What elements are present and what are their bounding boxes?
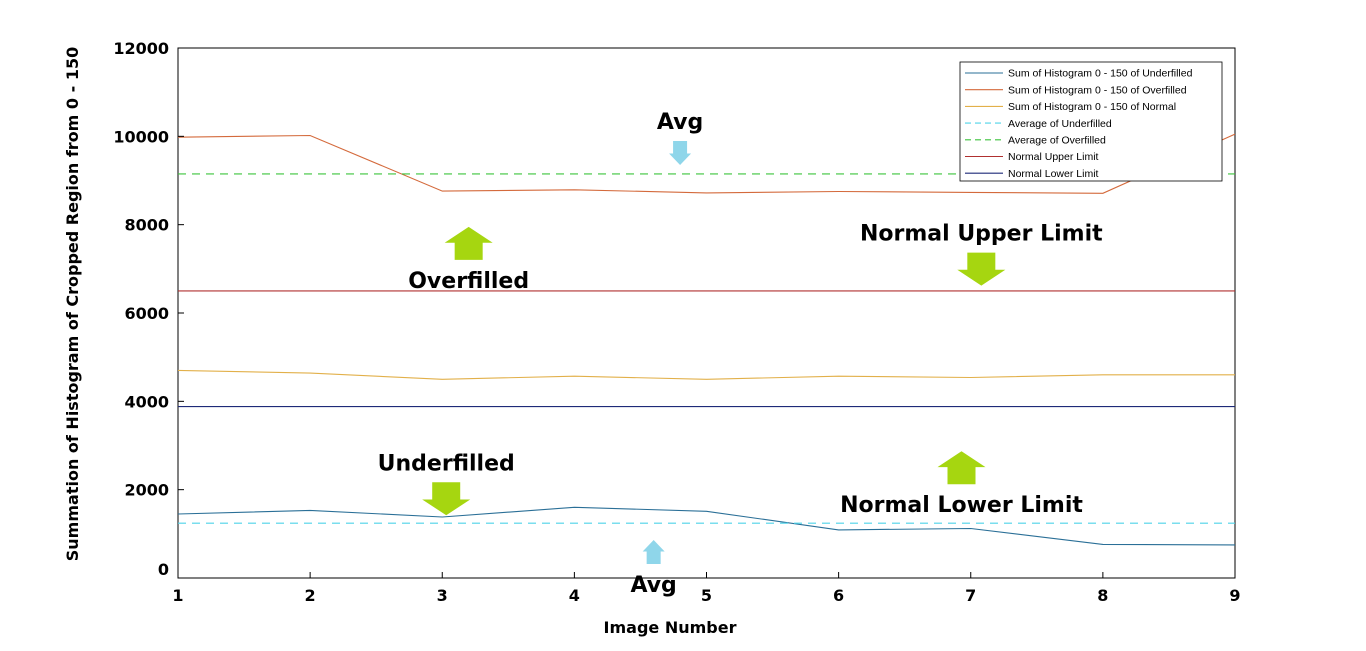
legend-label: Sum of Histogram 0 - 150 of Overfilled [1008, 84, 1187, 96]
y-axis-ticks: 0 2000 4000 6000 8000 10000 12000 [113, 39, 184, 579]
up-arrow-icon [642, 540, 665, 565]
x-tick-label: 2 [305, 586, 316, 605]
annotation-label-upper-limit: Normal Upper Limit [860, 222, 1103, 247]
y-tick-label: 12000 [113, 39, 169, 58]
x-tick-label: 7 [965, 586, 976, 605]
down-arrow-icon [957, 252, 1006, 286]
legend-box [959, 61, 1223, 182]
legend-label: Normal Lower Limit [1008, 168, 1099, 180]
legend-label: Sum of Histogram 0 - 150 of Normal [1008, 101, 1176, 113]
down-arrow-icon [669, 141, 692, 166]
x-tick-label: 1 [172, 586, 183, 605]
annotation-label-avg-top: Avg [657, 110, 703, 135]
annotations: Avg Overfilled Normal Upper Limit Normal Lo… [378, 110, 1103, 598]
x-tick-label: 5 [701, 586, 712, 605]
legend-label: Average of Underfilled [1008, 118, 1112, 130]
x-tick-label: 4 [569, 586, 580, 605]
annotation-label-overfilled: Overfilled [408, 269, 529, 294]
legend: Sum of Histogram 0 - 150 of Underfilled S… [959, 61, 1223, 182]
y-tick-label: 10000 [113, 127, 169, 146]
y-axis-title: Summation of Histogram of Cropped Region… [63, 47, 82, 561]
legend-label: Average of Overfilled [1008, 135, 1106, 147]
y-tick-label: 6000 [124, 304, 169, 323]
x-tick-label: 8 [1097, 586, 1108, 605]
series-line-1 [177, 133, 1236, 194]
up-arrow-icon [937, 451, 986, 485]
annotation-label-underfilled: Underfilled [378, 451, 515, 476]
up-arrow-icon [444, 226, 493, 260]
x-tick-label: 3 [437, 586, 448, 605]
series-line-0 [177, 506, 1236, 546]
y-tick-label: 4000 [124, 392, 169, 411]
x-tick-label: 6 [833, 586, 844, 605]
legend-label: Sum of Histogram 0 - 150 of Underfilled [1008, 68, 1193, 80]
series-line-2 [177, 369, 1235, 380]
y-tick-label: 2000 [124, 481, 169, 500]
annotation-label-lower-limit: Normal Lower Limit [840, 493, 1083, 518]
y-tick-label: 0 [158, 560, 169, 579]
x-axis-title: Image Number [604, 618, 737, 637]
annotation-label-avg-bottom: Avg [630, 573, 676, 598]
legend-label: Normal Upper Limit [1008, 151, 1099, 163]
down-arrow-icon [422, 482, 471, 516]
x-axis-ticks: 1 2 3 4 5 6 7 8 9 [172, 572, 1241, 605]
y-tick-label: 8000 [124, 216, 169, 235]
series-layer [177, 133, 1236, 546]
x-tick-label: 9 [1229, 586, 1240, 605]
